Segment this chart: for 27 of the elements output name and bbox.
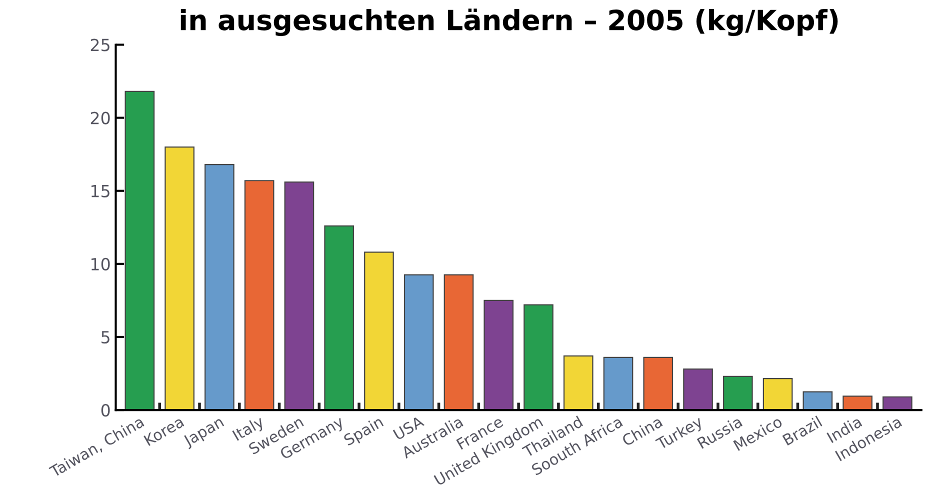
bar <box>723 376 753 410</box>
bar <box>444 274 474 410</box>
bar <box>364 252 394 410</box>
bar <box>124 90 155 410</box>
bar <box>643 356 674 410</box>
bar <box>802 391 833 410</box>
bar <box>284 182 314 410</box>
y-tick-label: 25 <box>90 38 110 52</box>
bar <box>603 356 634 410</box>
bar <box>484 300 514 410</box>
y-tick-label: 20 <box>90 112 110 124</box>
y-tick-label: 10 <box>92 258 110 270</box>
bar <box>244 180 274 410</box>
bar <box>204 164 234 410</box>
bar <box>762 378 793 410</box>
chart-title: in ausgesuchten Ländern – 2005 (kg/Kopf) <box>180 8 838 36</box>
y-tick-label: 15 <box>92 185 110 198</box>
y-tick-label: 0 <box>101 404 110 417</box>
bar <box>404 274 434 410</box>
bar <box>324 225 354 410</box>
bar <box>842 396 872 410</box>
bar <box>164 146 194 410</box>
bar <box>882 396 912 410</box>
bar <box>563 355 594 410</box>
y-tick-label: 5 <box>102 331 110 344</box>
bar <box>524 304 554 410</box>
bar <box>683 368 713 410</box>
